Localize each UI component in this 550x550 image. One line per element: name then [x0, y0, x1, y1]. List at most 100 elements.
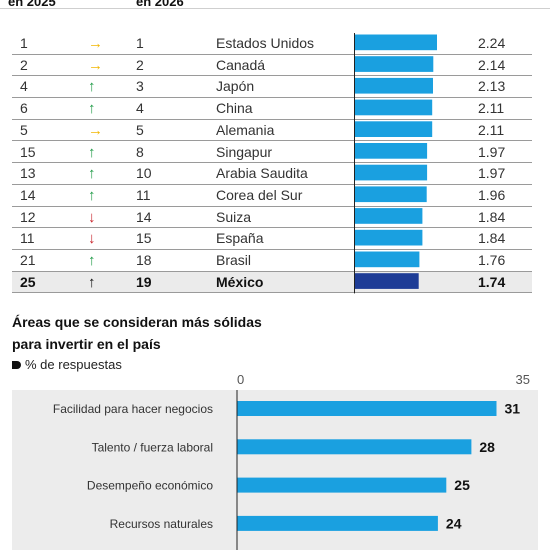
header-divider — [0, 8, 550, 9]
country-name: China — [216, 100, 253, 117]
value-bar — [355, 56, 434, 72]
value-label: 1.84 — [478, 208, 506, 225]
value-bar — [355, 77, 433, 94]
country-name: España — [216, 230, 264, 247]
trend-up-arrow-icon: ↑ — [88, 165, 96, 183]
value-label: 2.14 — [478, 56, 506, 73]
table-row: 5 5 Alemania 2.11 → — [12, 120, 532, 142]
table-row: 11 15 España 1.84 ↓ — [12, 228, 532, 250]
trend-up-arrow-icon: ↑ — [88, 252, 96, 269]
chart-legend: % de respuestas — [12, 357, 122, 372]
country-name: Singapur — [216, 143, 273, 160]
trend-right-arrow-icon: → — [88, 121, 103, 139]
rank-2026: 14 — [136, 208, 152, 225]
value-label: 1.74 — [478, 273, 506, 290]
value-bar — [355, 208, 423, 224]
value-bar — [355, 229, 423, 246]
category-label: Talento / fuerza laboral — [92, 440, 213, 454]
table-row: 1 1 Estados Unidos 2.24 → — [12, 33, 532, 55]
rank-2026: 4 — [136, 100, 144, 117]
value-bar — [355, 34, 437, 51]
rank-2025: 13 — [20, 165, 36, 182]
category-bar — [237, 477, 447, 493]
value-bar — [355, 273, 419, 289]
axis-tick-35: 35 — [516, 372, 530, 387]
rank-2025: 2 — [20, 56, 28, 73]
country-name: Canadá — [216, 56, 266, 73]
table-row: 21 18 Brasil 1.76 ↑ — [12, 250, 532, 272]
trend-up-arrow-icon: ↑ — [88, 143, 96, 161]
rank-2026: 8 — [136, 143, 144, 160]
value-bar — [355, 99, 433, 116]
rank-2026: 15 — [136, 230, 152, 247]
value-bar — [355, 121, 433, 137]
rank-2025: 15 — [20, 143, 36, 160]
value-label: 2.13 — [478, 78, 506, 95]
trend-right-arrow-icon: → — [88, 35, 103, 52]
table-row: 12 14 Suiza 1.84 ↓ — [12, 207, 532, 229]
trend-up-arrow-icon: ↑ — [88, 186, 96, 204]
value-label: 1.96 — [478, 186, 506, 203]
country-name: Alemania — [216, 121, 275, 138]
category-label: Facilidad para hacer negocios — [53, 402, 213, 416]
rank-2025: 25 — [20, 273, 36, 290]
value-bar — [355, 251, 420, 268]
table-row: 6 4 China 2.11 ↑ — [12, 98, 532, 120]
category-bar — [237, 515, 438, 531]
country-name: Brasil — [216, 252, 252, 268]
value-label: 2.11 — [478, 121, 505, 138]
bar-value-label: 25 — [454, 477, 470, 493]
chart-title-line1: Áreas que se consideran más sólidas — [12, 314, 262, 330]
category-bar — [237, 401, 497, 416]
header-strip: en 2025 en 2026 — [0, 0, 550, 9]
bar-value-label: 28 — [479, 439, 495, 455]
legend-label: % de respuestas — [25, 357, 122, 372]
trend-down-arrow-icon: ↓ — [88, 208, 96, 226]
value-bar — [355, 186, 427, 203]
value-label: 2.11 — [478, 100, 505, 117]
trend-right-arrow-icon: → — [88, 56, 103, 74]
chart-title-line2: para invertir en el país — [12, 336, 161, 352]
trend-up-arrow-icon: ↑ — [88, 273, 96, 291]
country-name: México — [216, 273, 264, 290]
country-name: Suiza — [216, 208, 252, 225]
rank-2026: 11 — [136, 186, 151, 203]
rank-2025: 11 — [20, 230, 35, 247]
bar-value-label: 31 — [505, 401, 521, 417]
legend-swatch — [12, 361, 21, 369]
table-row: 13 10 Arabia Saudita 1.97 ↑ — [12, 163, 532, 185]
value-label: 1.97 — [478, 165, 506, 182]
value-label: 1.76 — [478, 252, 506, 268]
trend-up-arrow-icon: ↑ — [88, 78, 96, 96]
value-bar — [355, 143, 428, 159]
rank-2025: 6 — [20, 100, 28, 117]
bar-value-label: 24 — [446, 515, 462, 531]
trend-up-arrow-icon: ↑ — [88, 100, 96, 118]
country-name: Estados Unidos — [216, 35, 315, 51]
rank-2026: 2 — [136, 56, 144, 73]
country-name: Corea del Sur — [216, 186, 303, 203]
rank-2026: 10 — [136, 165, 152, 182]
rank-2025: 14 — [20, 186, 36, 203]
value-label: 1.97 — [478, 143, 506, 160]
ranking-bars — [354, 33, 437, 294]
rank-2025: 1 — [20, 35, 28, 51]
country-name: Arabia Saudita — [216, 165, 308, 182]
rank-2026: 19 — [136, 273, 152, 290]
table-row: 14 11 Corea del Sur 1.96 ↑ — [12, 185, 532, 207]
rank-2026: 1 — [136, 35, 144, 51]
country-name: Japón — [216, 78, 255, 95]
category-label: Recursos naturales — [110, 517, 213, 531]
table-row: 4 3 Japón 2.13 ↑ — [12, 76, 532, 99]
header-col-2025: en 2025 — [8, 0, 56, 9]
rank-2025: 4 — [20, 78, 28, 95]
value-bar — [355, 164, 428, 181]
areas-bar-chart: 0 35 Facilidad para hacer negocios 31 Talent… — [12, 372, 538, 550]
trend-down-arrow-icon: ↓ — [88, 230, 96, 248]
rank-2025: 21 — [20, 252, 36, 268]
header-col-2026: en 2026 — [136, 0, 184, 9]
rank-2026: 3 — [136, 78, 144, 95]
rank-2025: 5 — [20, 121, 28, 138]
table-row: 15 8 Singapur 1.97 ↑ — [12, 142, 532, 164]
axis-tick-0: 0 — [237, 372, 244, 387]
